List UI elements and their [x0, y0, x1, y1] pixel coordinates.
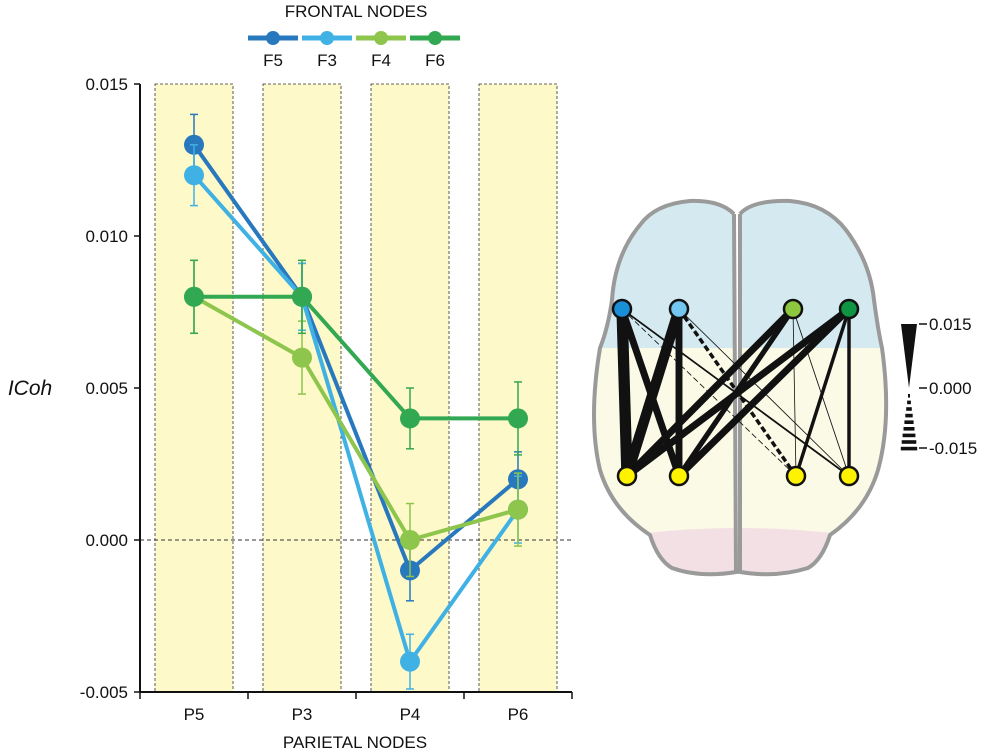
legend-label-f3: F3 — [317, 51, 337, 70]
parietal-node-p6 — [838, 465, 860, 487]
edge-f6-p3 — [676, 306, 852, 479]
legend-marker-f3 — [320, 31, 334, 45]
data-point-f3-p5 — [184, 165, 204, 186]
edge-f3-p5 — [622, 307, 684, 478]
scale-tick-label: 0.000 — [929, 379, 972, 398]
x-axis-label: PARIETAL NODES — [283, 733, 427, 752]
data-point-f4-p4 — [400, 530, 420, 550]
scale-negative-dash — [903, 427, 915, 431]
y-tick-label: 0.010 — [85, 227, 128, 246]
scale-positive-wedge — [901, 324, 917, 388]
series-line-f4 — [193, 295, 519, 542]
legend-marker-f6 — [428, 31, 442, 45]
data-point-f4-p6 — [508, 499, 528, 520]
y-tick-labels: -0.005 0.000 0.005 0.010 0.015 — [80, 75, 140, 702]
data-point-f3-p4 — [400, 651, 420, 672]
frontal-node-f4 — [782, 298, 804, 320]
y-axis-label: ICoh — [8, 377, 52, 400]
data-point-f6-p4 — [400, 408, 420, 429]
left-frontal-region — [600, 200, 736, 348]
scale-tick-label: -0.015 — [929, 439, 977, 458]
scale-negative-dash — [908, 394, 910, 398]
legend-marker-f5 — [266, 31, 280, 45]
legend-label-f4: F4 — [371, 51, 391, 70]
edge-f6-p5 — [624, 306, 852, 479]
edge-weight-scale: 0.015 0.000 -0.015 — [900, 315, 977, 458]
legend-label-f6: F6 — [425, 51, 445, 70]
scale-negative-dash — [906, 407, 912, 411]
y-tick-label: 0.005 — [85, 379, 128, 398]
electrode-nodes — [611, 298, 860, 487]
series-line-f6 — [194, 294, 518, 421]
left-hemisphere-outline — [592, 198, 739, 577]
x-tick-label: P3 — [292, 705, 313, 724]
right-frontal-region — [740, 200, 882, 348]
connectivity-edges — [616, 306, 852, 479]
right-hemisphere-outline — [738, 198, 889, 577]
data-point-f6-p3 — [292, 286, 312, 307]
series-lines — [184, 113, 528, 690]
left-occipital-region — [648, 528, 736, 575]
y-tick-label: 0.000 — [85, 531, 128, 550]
data-point-f6-p6 — [508, 408, 528, 429]
x-tick-label: P6 — [508, 705, 529, 724]
data-point-f4-p3 — [292, 347, 312, 368]
y-tick-label: 0.015 — [85, 75, 128, 94]
edge-f4-p5 — [624, 306, 796, 479]
series-line-f3 — [192, 173, 520, 664]
edge-f6-p4 — [794, 308, 851, 477]
frontal-node-f3 — [668, 298, 690, 320]
right-occipital-region — [740, 528, 832, 575]
legend: FRONTAL NODES F5 F3 F4 F6 — [248, 2, 460, 70]
scale-tick-label: 0.015 — [929, 315, 972, 334]
x-tick-labels: P5 P3 P4 P6 — [139, 692, 573, 724]
x-tick-label: P5 — [184, 705, 205, 724]
scale-negative-dash — [905, 413, 913, 418]
parietal-node-p3 — [668, 465, 690, 487]
frontal-node-f5 — [611, 298, 633, 320]
series-f6 — [184, 259, 528, 456]
legend-label-f5: F5 — [263, 51, 283, 70]
y-tick-label: -0.005 — [80, 683, 128, 702]
parietal-node-p4 — [785, 465, 807, 487]
scale-negative-dash — [904, 420, 914, 424]
edge-f5-p5 — [616, 308, 633, 477]
scale-negative-dash — [901, 440, 917, 444]
legend-title: FRONTAL NODES — [285, 2, 428, 21]
scale-negative-dash — [900, 446, 918, 451]
frontal-node-f6 — [838, 298, 860, 320]
scale-negative-dash — [907, 400, 911, 405]
data-point-f6-p5 — [184, 286, 204, 307]
x-tick-label: P4 — [400, 705, 421, 724]
legend-marker-f4 — [374, 31, 388, 45]
icoh-line-chart: -0.005 0.000 0.005 0.010 0.015 P5 P3 P4 P6 ICoh… — [8, 75, 573, 752]
parietal-node-p5 — [616, 465, 638, 487]
edge-f4-p4 — [792, 308, 797, 477]
brain-connectivity-map: 0.015 0.000 -0.015 — [592, 198, 977, 577]
legend-items: F5 F3 F4 F6 — [248, 31, 460, 70]
scale-negative-dash — [902, 433, 916, 438]
